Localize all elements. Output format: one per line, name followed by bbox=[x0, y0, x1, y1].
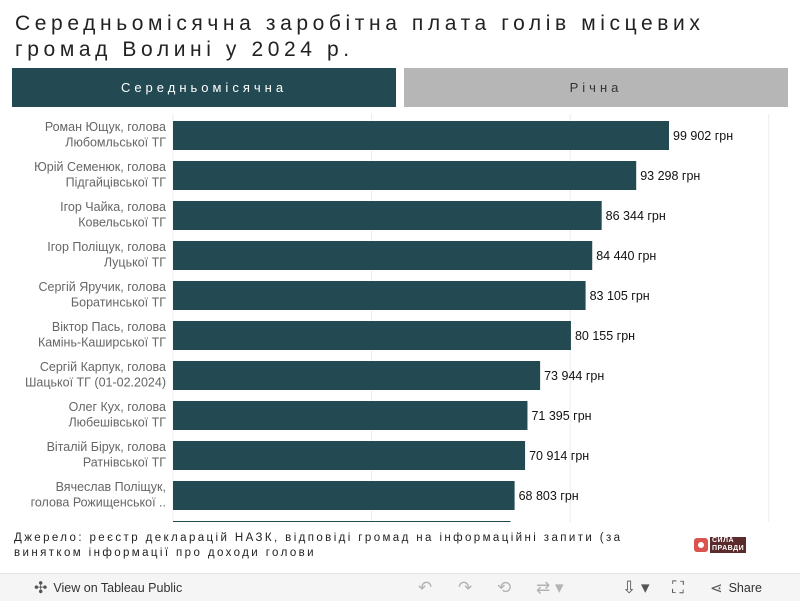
category-label: Юрій Семенюк, голова bbox=[34, 160, 166, 174]
fullscreen-icon[interactable]: ⛶ bbox=[672, 578, 684, 597]
category-label: Шацької ТГ (01-02.2024) bbox=[25, 376, 166, 390]
tab-yearly-label: Річна bbox=[569, 80, 623, 95]
bar[interactable] bbox=[173, 281, 586, 310]
refresh-icon[interactable]: ⇄ ▾ bbox=[536, 578, 564, 597]
logo-line-2: ПРАВДИ bbox=[712, 545, 745, 552]
sila-pravdy-logo[interactable]: СИЛА ПРАВДИ bbox=[694, 537, 747, 553]
bar[interactable] bbox=[173, 361, 541, 390]
category-label: Ратнівської ТГ bbox=[83, 456, 166, 470]
category-label: Сергій Карпук, голова bbox=[40, 360, 166, 374]
view-on-tableau-label: View on Tableau Public bbox=[53, 580, 183, 595]
value-label: 70 914 грн bbox=[529, 449, 589, 463]
bar[interactable] bbox=[173, 241, 593, 270]
bar[interactable] bbox=[173, 201, 602, 230]
category-label: Віктор Пась, голова bbox=[52, 320, 166, 334]
category-label: Ігор Чайка, голова bbox=[60, 200, 166, 214]
share-icon: ⋖ bbox=[710, 580, 723, 597]
bar[interactable] bbox=[173, 481, 515, 510]
value-label: 93 298 грн bbox=[640, 169, 700, 183]
category-label: Камінь-Каширської ТГ bbox=[38, 336, 166, 350]
tableau-icon: ✣ bbox=[34, 579, 48, 597]
value-label: 86 344 грн bbox=[606, 209, 666, 223]
tab-yearly[interactable]: Річна bbox=[404, 68, 788, 107]
revert-icon[interactable]: ⟲ bbox=[497, 578, 512, 597]
category-label: Ковельської ТГ bbox=[78, 216, 166, 230]
value-label: 80 155 грн bbox=[575, 329, 635, 343]
bar[interactable] bbox=[173, 161, 637, 190]
redo-icon[interactable]: ↷ bbox=[458, 578, 473, 597]
category-label: Підгайцівської ТГ bbox=[66, 176, 167, 190]
logo-mark-icon bbox=[694, 538, 708, 552]
bar-chart-svg: 99 902 грн Роман Ющук, голова Любомльської… bbox=[25, 114, 770, 522]
chart-title: Середньомісячна заробітна плата голів мі… bbox=[15, 12, 705, 61]
bar[interactable] bbox=[173, 321, 571, 350]
logo-text: СИЛА ПРАВДИ bbox=[710, 537, 747, 553]
category-label: Віталій Бірук, голова bbox=[47, 440, 166, 454]
bar-partial[interactable] bbox=[173, 521, 511, 522]
undo-icon[interactable]: ↶ bbox=[418, 578, 433, 597]
tab-monthly-label: Середньомісячна bbox=[120, 80, 288, 95]
category-label: Любешівської ТГ bbox=[68, 416, 166, 430]
category-label: Луцької ТГ bbox=[104, 256, 166, 270]
category-label: Любомльської ТГ bbox=[65, 136, 166, 150]
value-label: 68 803 грн bbox=[519, 489, 579, 503]
source-note: Джерело: реєстр декларацій НАЗК, відпові… bbox=[14, 532, 623, 559]
download-icon[interactable]: ⇩ ▾ bbox=[622, 578, 650, 597]
view-on-tableau-link[interactable]: ✣ View on Tableau Public bbox=[34, 578, 182, 598]
value-label: 71 395 грн bbox=[531, 409, 591, 423]
category-label: Олег Кух, голова bbox=[69, 400, 166, 414]
tab-monthly[interactable]: Середньомісячна bbox=[12, 68, 396, 107]
share-button[interactable]: ⋖ Share bbox=[710, 579, 762, 597]
category-label: Сергій Яручик, голова bbox=[38, 280, 166, 294]
value-label: 83 105 грн bbox=[590, 289, 650, 303]
tableau-toolbar: ✣ View on Tableau Public ↶ ↷ ⟲ ⇄ ▾ ⇩ ▾ ⛶… bbox=[0, 573, 800, 601]
category-label: Боратинської ТГ bbox=[71, 296, 166, 310]
category-label: Вячеслав Поліщук, bbox=[56, 480, 166, 494]
share-label: Share bbox=[728, 581, 762, 595]
bar-chart: 99 902 грн Роман Ющук, голова Любомльської… bbox=[0, 114, 800, 522]
value-label: 73 944 грн bbox=[544, 369, 604, 383]
bar[interactable] bbox=[173, 121, 669, 150]
value-label: 84 440 грн bbox=[596, 249, 656, 263]
bar[interactable] bbox=[173, 401, 528, 430]
logo-line-1: СИЛА bbox=[712, 537, 735, 544]
bar[interactable] bbox=[173, 441, 526, 470]
category-label: голова Рожищенської .. bbox=[31, 496, 166, 510]
value-label: 99 902 грн bbox=[673, 129, 733, 143]
category-label: Ігор Поліщук, голова bbox=[47, 240, 166, 254]
category-label: Роман Ющук, голова bbox=[45, 120, 166, 134]
